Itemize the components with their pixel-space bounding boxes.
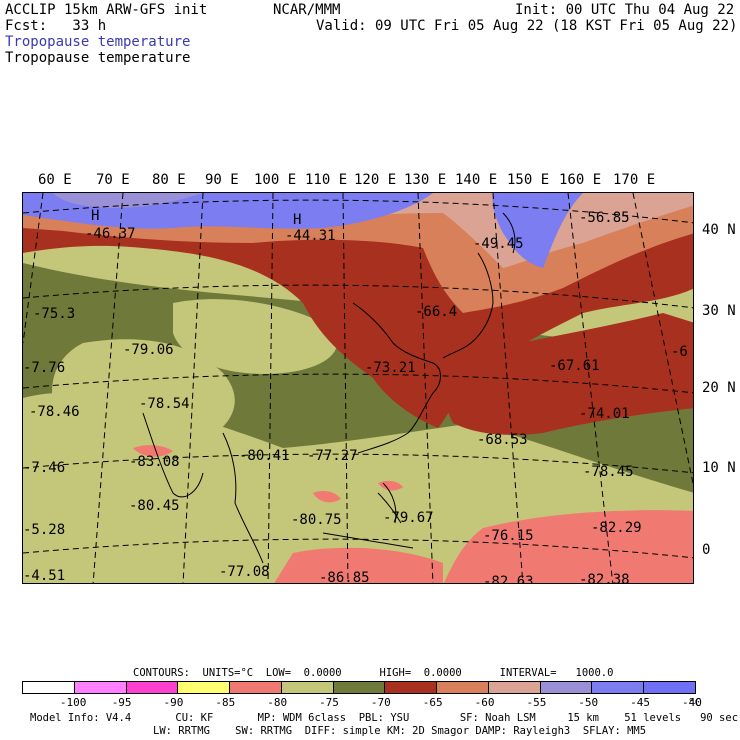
field-title-blue: Tropopause temperature <box>5 34 191 50</box>
longitude-label: 90 E <box>205 172 239 188</box>
longitude-label: 120 E <box>354 172 397 188</box>
init-time: Init: 00 UTC Thu 04 Aug 22 <box>515 2 735 18</box>
longitude-label: 100 E <box>254 172 297 188</box>
longitude-label: 60 E <box>38 172 72 188</box>
color-scale-swatch <box>178 682 231 693</box>
value-s2: -82.63 <box>483 574 534 584</box>
value-w4: -78.46 <box>29 404 80 420</box>
color-scale-tick: -85 <box>215 696 236 709</box>
color-scale-tick: -50 <box>578 696 599 709</box>
value-w2: -79.06 <box>123 342 174 358</box>
color-scale-tick: -40 <box>682 696 702 709</box>
longitude-label: 160 E <box>559 172 602 188</box>
longitude-label: 70 E <box>96 172 130 188</box>
value-pac4: -76.15 <box>483 528 534 544</box>
value-w5: -7.76 <box>23 360 66 376</box>
latitude-label: 0 <box>702 542 711 558</box>
field-title-black: Tropopause temperature <box>5 50 191 66</box>
value-indo1: -80.41 <box>239 448 290 464</box>
model-info-line1: Model Info: V4.4 CU: KF MP: WDM 6class P… <box>30 712 739 724</box>
value-korea: -66.4 <box>415 304 458 320</box>
color-scale-tick: -55 <box>526 696 547 709</box>
color-scale-swatch <box>437 682 489 693</box>
value-scs: -77.27 <box>307 448 358 464</box>
value-pac1: -67.61 <box>549 358 600 374</box>
color-scale-swatch <box>488 682 541 693</box>
value-s3: -82.38 <box>579 572 630 584</box>
value-nw: -46.37 <box>85 226 136 242</box>
color-scale-swatch <box>333 682 386 693</box>
value-s1: -86.85 <box>319 570 370 584</box>
longitude-label: 130 E <box>404 172 447 188</box>
longitude-label: 110 E <box>305 172 348 188</box>
value-pac3: -78.45 <box>583 464 634 480</box>
color-scale-swatch <box>126 682 179 693</box>
value-pac2: -74.01 <box>579 406 630 422</box>
value-pac5: -82.29 <box>591 520 642 536</box>
color-scale-tick: -75 <box>319 696 339 709</box>
model-info-line2: LW: RRTMG SW: RRTMG DIFF: simple KM: 2D … <box>153 725 647 737</box>
latitude-label: 40 N <box>702 222 736 238</box>
h-nw-mark: H <box>91 208 100 224</box>
value-indo2: -80.75 <box>291 512 342 528</box>
longitude-label: 170 E <box>613 172 656 188</box>
color-scale-swatch <box>592 682 645 693</box>
longitude-label: 150 E <box>507 172 550 188</box>
valid-time: Valid: 09 UTC Fri 05 Aug 22 (18 KST Fri … <box>316 18 738 34</box>
color-scale-swatch <box>74 682 127 693</box>
color-scale-tick: -90 <box>163 696 184 709</box>
value-taiwan: -68.53 <box>477 432 528 448</box>
color-scale-swatch <box>385 682 438 693</box>
value-w3: -78.54 <box>139 396 190 412</box>
longitude-label: 140 E <box>455 172 498 188</box>
value-phil: -79.67 <box>383 510 434 526</box>
color-scale-tick: -45 <box>630 696 651 709</box>
color-scale-swatch <box>23 682 75 693</box>
center-label: NCAR/MMM <box>273 2 341 18</box>
value-ne: -56.85 <box>579 210 630 226</box>
value-ne2: -6 <box>671 344 688 360</box>
value-sw: -77.08 <box>219 564 270 580</box>
value-india2: -80.45 <box>129 498 180 514</box>
model-title: ACCLIP 15km ARW-GFS init <box>5 2 208 18</box>
value-china: -73.21 <box>365 360 416 376</box>
latitude-label: 20 N <box>702 380 736 396</box>
h-n-mark: H <box>293 212 302 228</box>
color-scale-tick: -70 <box>370 696 391 709</box>
latitude-label: 30 N <box>702 303 736 319</box>
color-scale-swatch <box>281 682 334 693</box>
contours-info: CONTOURS: UNITS=°C LOW= 0.0000 HIGH= 0.0… <box>133 667 614 679</box>
latitude-label: 10 N <box>702 460 736 476</box>
tropopause-map[interactable]: H -46.37 H -44.31 -56.85 -49.45 -75.3 -66.4 -79.… <box>22 192 694 584</box>
value-n: -44.31 <box>285 228 336 244</box>
color-scale-tick: -60 <box>474 696 495 709</box>
value-w1: -75.3 <box>33 306 76 322</box>
value-w7: -5.28 <box>23 522 66 538</box>
color-scale-bar <box>22 681 696 694</box>
color-scale-tick: °C <box>688 696 702 709</box>
value-india1: -83.08 <box>129 454 180 470</box>
longitude-label: 80 E <box>152 172 186 188</box>
color-scale-swatch <box>230 682 282 693</box>
value-w6: -7.46 <box>23 460 66 476</box>
color-scale-swatch <box>644 682 695 693</box>
color-scale-tick: -95 <box>111 696 132 709</box>
map-fill <box>23 193 693 583</box>
color-scale-tick: -100 <box>59 696 87 709</box>
forecast-hour: Fcst: 33 h <box>5 18 107 34</box>
color-scale-tick: -80 <box>267 696 288 709</box>
color-scale-tick: -65 <box>422 696 443 709</box>
value-w8: -4.51 <box>23 568 66 584</box>
value-japan: -49.45 <box>473 236 524 252</box>
color-scale-swatch <box>540 682 593 693</box>
